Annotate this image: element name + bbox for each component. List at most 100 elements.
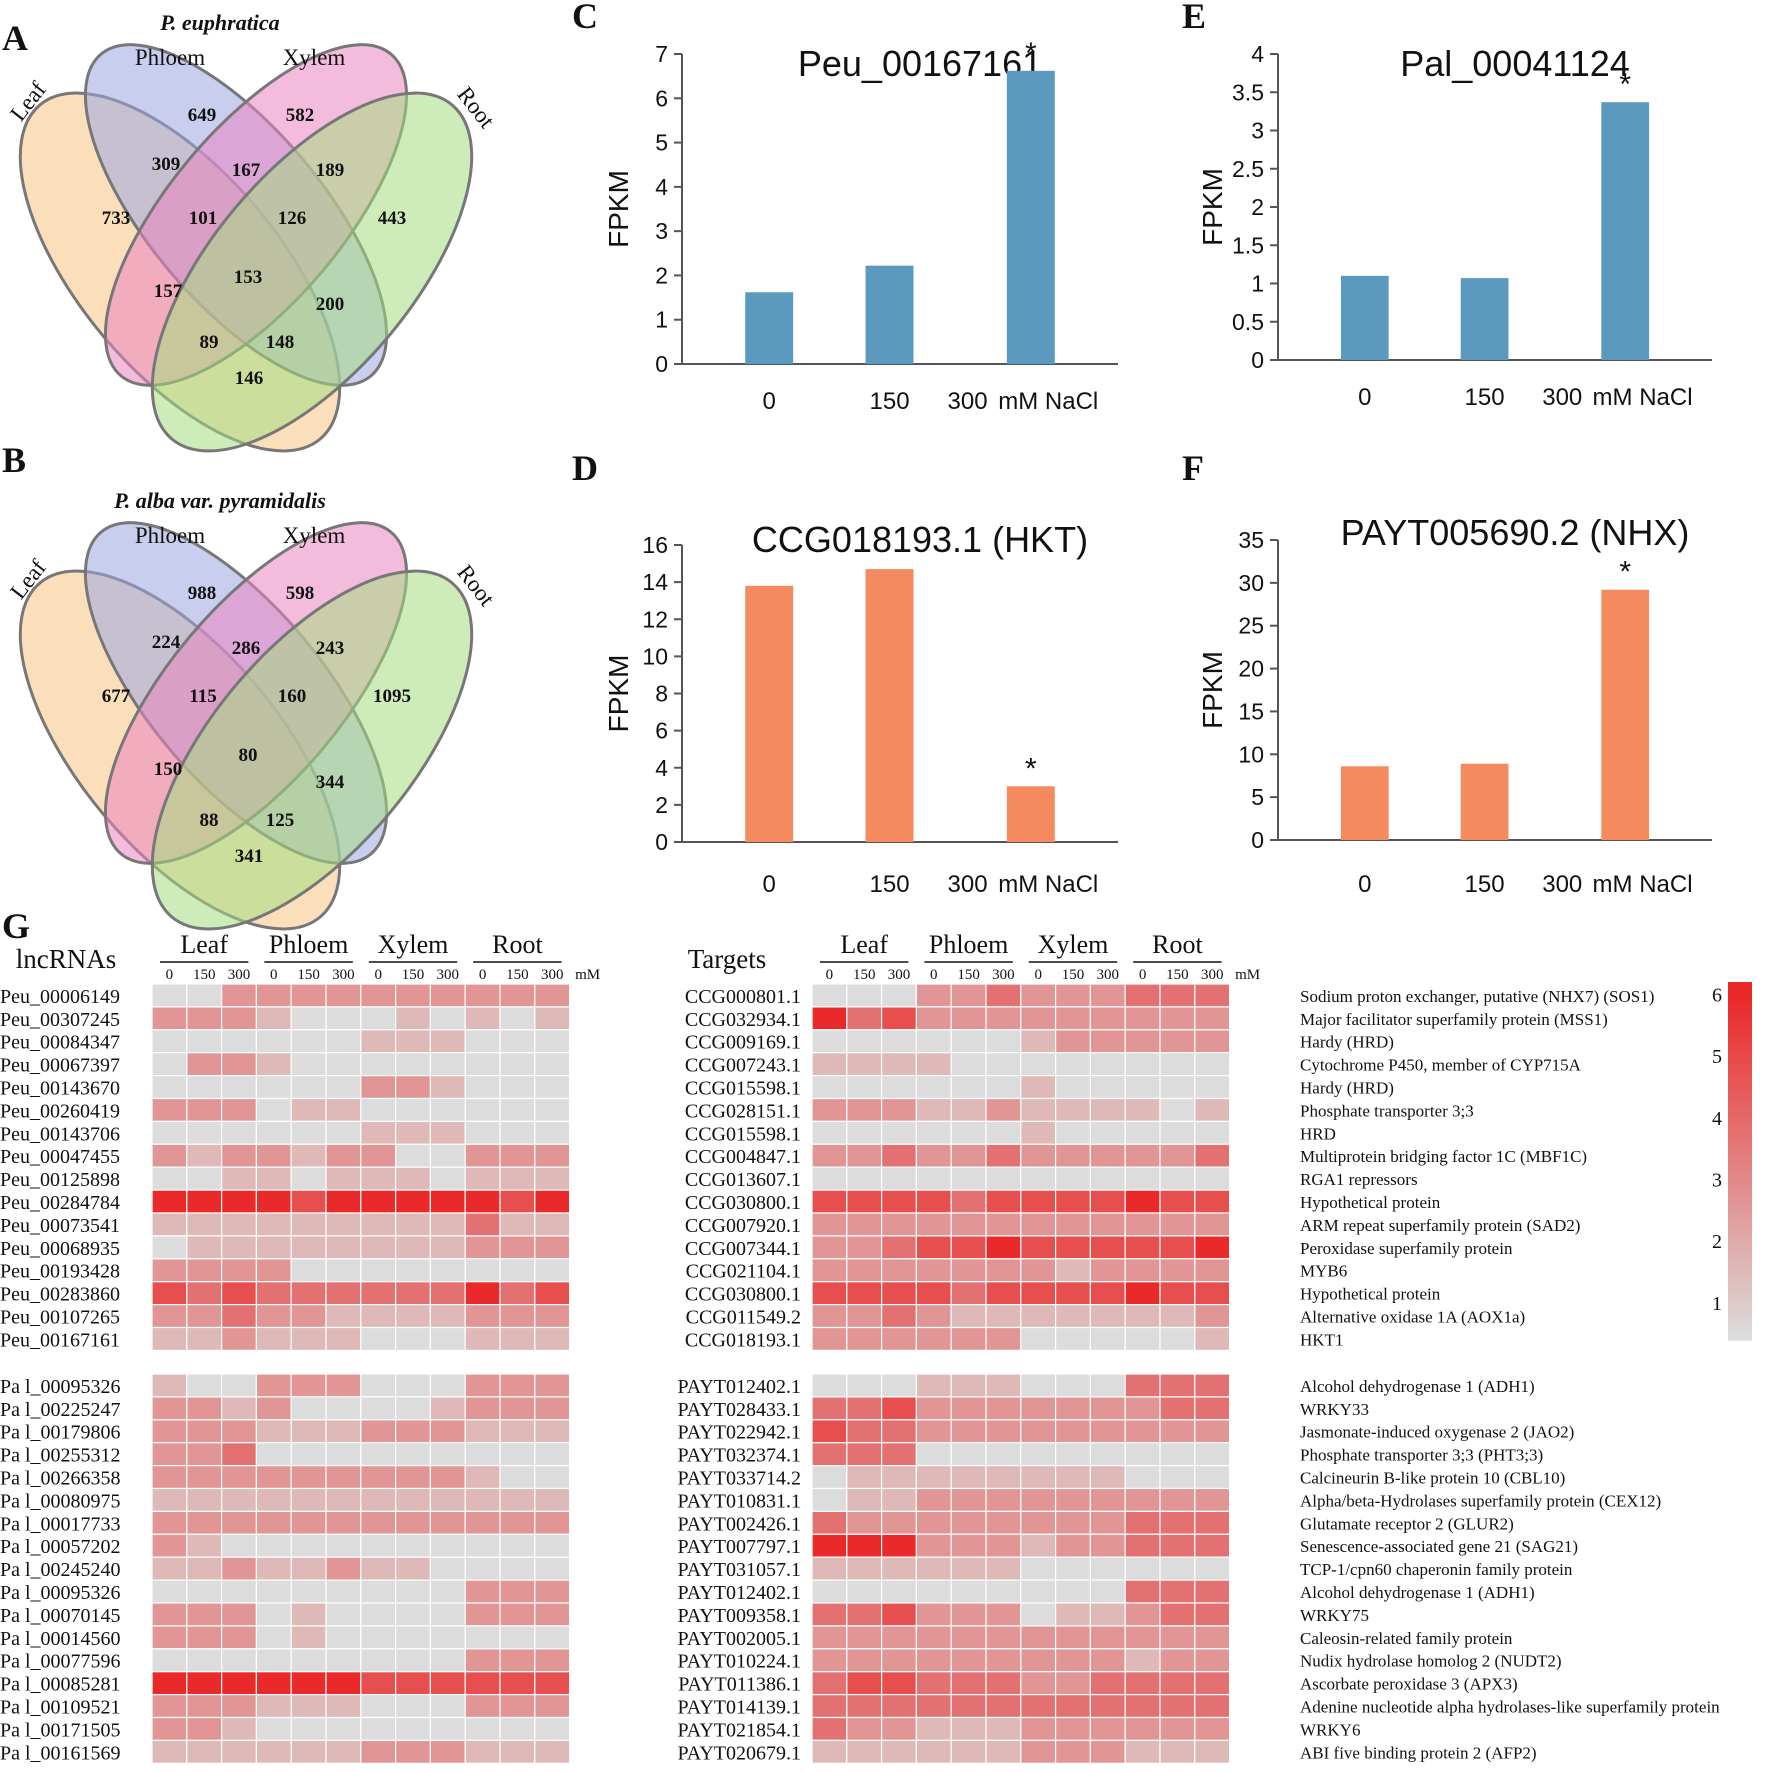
colorbar-step [1728,982,1752,989]
venn-ellipse-root [150,569,474,931]
heatmap-cell [1089,1487,1126,1512]
heatmap-cell [360,1189,397,1214]
concentration-label: 150 [506,967,529,983]
heatmap-cell [1089,1464,1126,1490]
venn-count: 243 [316,638,345,659]
heatmap-cell [1054,1303,1091,1329]
target-row-label: PAYT028433.1 [677,1399,801,1421]
heatmap-cell [325,1303,362,1329]
heatmap-cell [1089,1235,1126,1260]
heatmap-cell [915,1281,952,1306]
heatmap-cell [255,983,292,1008]
colorbar-step [1728,1238,1752,1246]
heatmap-cell [1054,1074,1091,1100]
heatmap-cell [464,1716,501,1741]
lnc-row-label: Peu_00125898 [0,1169,120,1191]
heatmap-cell [325,1373,362,1398]
colorbar-step [1728,1304,1752,1311]
x-tick-label: 150 [870,388,910,415]
heatmap-cell [1194,1212,1231,1237]
bar-150 [1460,278,1509,360]
lnc-row-label: Pa l_00179806 [0,1422,121,1444]
heatmap-cell [186,1487,223,1512]
lncrnas-title: lncRNAs [16,944,117,974]
heatmap-cell [360,1556,397,1581]
concentration-label: 150 [853,967,876,983]
heatmap-cell [534,983,571,1008]
heatmap-cell [186,1235,223,1260]
heatmap-cell [811,983,848,1008]
heatmap-cell [1054,1166,1091,1191]
heatmap-cell [915,1442,952,1467]
heatmap-cell [1194,1189,1231,1214]
heatmap-cell [846,1303,883,1329]
heatmap-cell [1020,1579,1057,1604]
heatmap-cell [464,1487,501,1512]
heatmap-cell [534,1143,571,1168]
heatmap-cell [811,1556,848,1581]
heatmap-cell [255,1716,292,1741]
target-row-label: CCG021104.1 [686,1261,801,1283]
bar-300 [1006,70,1055,364]
heatmap-cell [290,1556,327,1581]
heatmap-cell [151,1166,188,1191]
heatmap-cell [915,1074,952,1100]
heatmap-cell [950,1373,987,1398]
heatmap-cell [290,1326,327,1351]
heatmap-cell [846,1212,883,1237]
heatmap-cell [846,1189,883,1214]
target-row-label: CCG007243.1 [685,1055,801,1077]
heatmap-cell [464,1442,501,1467]
heatmap-cell [1054,1396,1091,1421]
colorbar-step [1728,1316,1752,1323]
heatmap-cell [950,1625,987,1650]
target-row-label: CCG000801.1 [685,986,801,1008]
heatmap-cell [1194,1097,1231,1122]
heatmap-cell [221,1487,258,1512]
y-tick-label: 5 [1251,784,1264,810]
heatmap-cell [1020,1303,1057,1329]
heatmap-cell [395,1235,432,1260]
heatmap-cell [915,1419,952,1444]
colorbar-step [1728,1268,1752,1275]
heatmap-cell [1020,1419,1057,1444]
lnc-row-label: Pa l_00245240 [0,1559,121,1581]
heatmap-cell [880,1739,917,1764]
y-tick-label: 5 [655,130,668,156]
heatmap-cell [811,1166,848,1191]
heatmap-cell [985,1487,1022,1512]
heatmap-cell [846,1396,883,1421]
colorbar-step [1728,1262,1752,1269]
heatmap-cell [255,1189,292,1214]
heatmap-cell [395,1143,432,1168]
heatmap-cell [360,1396,397,1421]
heatmap-cell [360,1074,397,1100]
lnc-row-label: Pa l_00225247 [0,1399,121,1421]
colorbar-step [1728,1196,1752,1204]
y-tick-label: 1 [1251,271,1264,297]
heatmap-cell [985,1166,1022,1191]
heatmap-cell [255,1602,292,1627]
heatmap-cell [464,1533,501,1558]
heatmap-cell [1194,983,1231,1008]
heatmap-cell [429,1533,466,1558]
heatmap-cell [499,1235,536,1260]
heatmap-cell [464,1166,501,1191]
heatmap-cell [186,1029,223,1054]
heatmap-cell [429,1602,466,1627]
heatmap-cell [464,1396,501,1421]
heatmap-cell [395,1464,432,1490]
heatmap-cell [1194,1533,1231,1558]
venn-count: 146 [235,368,264,389]
colorbar-tick-label: 5 [1712,1046,1722,1068]
heatmap-cell [985,1303,1022,1329]
heatmap-cell [1020,1625,1057,1650]
heatmap-cell [1194,1648,1231,1673]
heatmap-cell [429,1373,466,1398]
heatmap-cell [499,1120,536,1145]
venn-count: 115 [189,686,216,707]
heatmap-cell [811,1303,848,1329]
heatmap-cell [290,1235,327,1260]
heatmap-cell [290,1510,327,1535]
